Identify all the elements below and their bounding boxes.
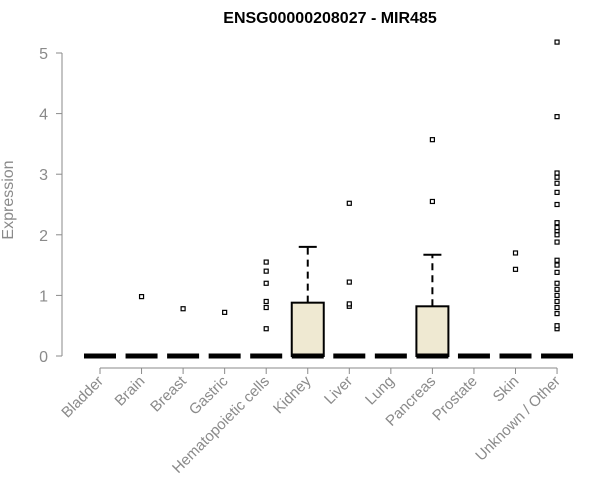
outlier-point bbox=[554, 310, 560, 317]
y-tick-label: 3 bbox=[39, 167, 48, 184]
outlier-point bbox=[222, 309, 228, 315]
box-group bbox=[125, 294, 158, 359]
outlier-point bbox=[263, 280, 269, 286]
outlier-point bbox=[554, 269, 560, 275]
y-tick-label: 1 bbox=[39, 288, 48, 305]
y-tick-label: 4 bbox=[39, 107, 48, 124]
outlier-point bbox=[554, 232, 560, 238]
outlier-point bbox=[554, 239, 560, 245]
outlier-point bbox=[429, 137, 435, 143]
boxes bbox=[84, 39, 574, 359]
x-tick-label: Lung bbox=[362, 373, 398, 409]
outlier-point bbox=[554, 220, 560, 226]
outlier-point bbox=[346, 279, 352, 285]
outlier-point bbox=[429, 198, 435, 205]
outlier-point bbox=[554, 304, 560, 311]
outlier-point bbox=[554, 180, 560, 186]
y-tick-label: 0 bbox=[39, 349, 48, 366]
outlier-point bbox=[554, 292, 560, 298]
x-tick-label: Breast bbox=[147, 372, 190, 415]
y-axis-label: Expression bbox=[0, 160, 17, 239]
box-group bbox=[208, 309, 241, 359]
box bbox=[290, 301, 325, 357]
outlier-point bbox=[138, 294, 145, 300]
outlier-point bbox=[263, 259, 269, 265]
x-tick-label: Prostate bbox=[429, 373, 481, 425]
box-group bbox=[415, 137, 450, 359]
outlier-point bbox=[263, 268, 269, 274]
box-group bbox=[167, 306, 200, 359]
outlier-point bbox=[554, 257, 560, 263]
box-group bbox=[499, 250, 532, 359]
outlier-point bbox=[554, 280, 560, 286]
outlier-point bbox=[554, 174, 560, 180]
outlier-point bbox=[346, 301, 352, 307]
x-tick-label: Liver bbox=[321, 373, 356, 408]
box bbox=[415, 305, 450, 358]
box-group bbox=[541, 39, 574, 359]
x-tick-label: Brain bbox=[112, 373, 149, 410]
outlier-point bbox=[554, 170, 560, 176]
outlier-point bbox=[554, 262, 560, 268]
y-tick-label: 2 bbox=[39, 228, 48, 245]
y-axis: 0 1 2 3 4 5 bbox=[39, 46, 63, 366]
outlier-point bbox=[554, 114, 560, 120]
box-group bbox=[250, 259, 283, 359]
outlier-point bbox=[263, 326, 269, 332]
x-tick-label: Skin bbox=[490, 373, 523, 406]
outlier-point bbox=[263, 298, 269, 305]
outlier-point bbox=[554, 298, 560, 305]
outlier-point bbox=[180, 306, 186, 312]
outlier-point bbox=[554, 189, 560, 195]
box-group bbox=[290, 245, 325, 359]
outlier-point bbox=[512, 250, 519, 256]
chart-title: ENSG00000208027 - MIR485 bbox=[223, 10, 437, 27]
x-tick-label: Bladder bbox=[58, 373, 107, 422]
y-tick-label: 5 bbox=[39, 46, 48, 63]
outlier-point bbox=[554, 39, 560, 45]
outlier-point bbox=[554, 286, 560, 292]
outlier-point bbox=[346, 200, 352, 206]
outlier-point bbox=[512, 266, 519, 272]
outlier-point bbox=[554, 224, 560, 231]
box-group bbox=[333, 200, 366, 359]
x-tick-label: Kidney bbox=[270, 372, 315, 417]
outlier-point bbox=[554, 201, 560, 208]
outlier-point bbox=[554, 323, 560, 329]
outlier-point bbox=[263, 304, 269, 311]
